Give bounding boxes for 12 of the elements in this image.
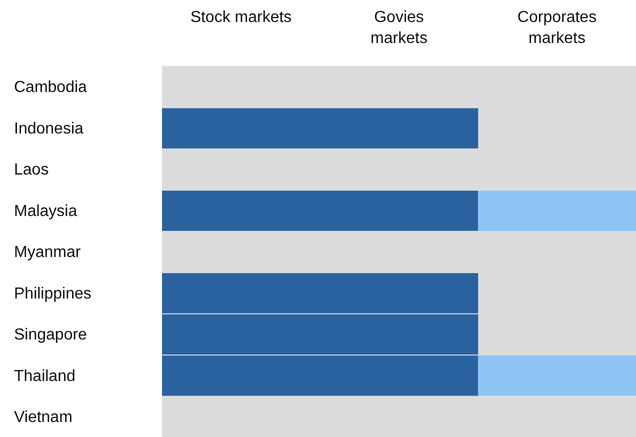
y-tick-label: Vietnam [14, 408, 72, 426]
text: Corporates markets [517, 9, 597, 47]
y-tick-label: Malaysia [14, 202, 78, 220]
y-tick-label: Singapore [14, 326, 88, 344]
y-tick-label: Thailand [14, 368, 76, 385]
y-tick-label: Laos [14, 162, 49, 179]
y-tick-label: Indonesia [14, 120, 84, 138]
text: Stock markets [190, 9, 292, 26]
text: Govies markets [370, 9, 428, 47]
y-tick-label: Cambodia [14, 79, 88, 96]
y-tick-label: Philippines [14, 285, 92, 302]
y-tick-label: Myanmar [14, 244, 82, 262]
